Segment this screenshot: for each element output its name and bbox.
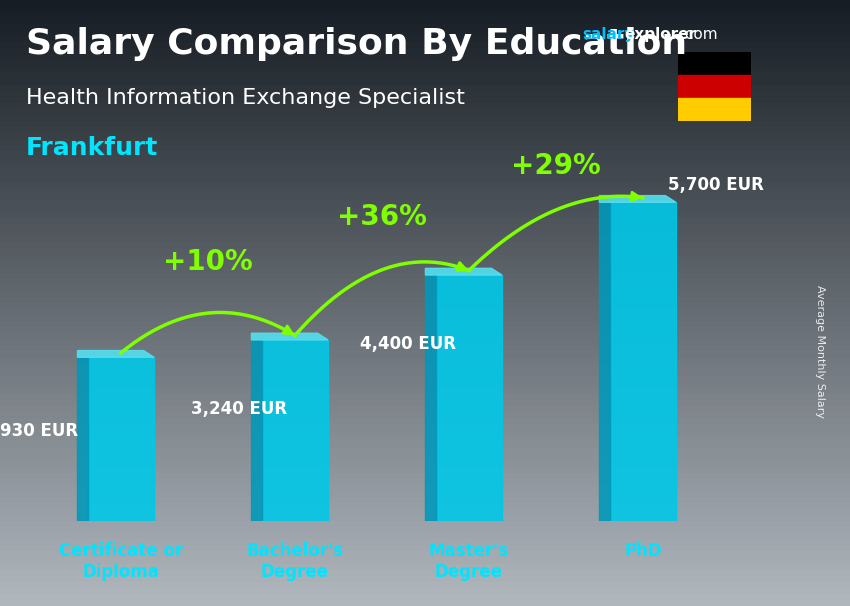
Text: explorer: explorer [625, 27, 697, 42]
Bar [599, 202, 609, 521]
Text: Certificate or
Diploma: Certificate or Diploma [59, 542, 183, 581]
Text: 5,700 EUR: 5,700 EUR [668, 176, 764, 194]
Polygon shape [77, 350, 154, 358]
Text: Bachelor's
Degree: Bachelor's Degree [246, 542, 343, 581]
Bar [77, 358, 88, 521]
Text: Salary Comparison By Education: Salary Comparison By Education [26, 27, 687, 61]
Bar [678, 98, 751, 121]
Bar [678, 52, 751, 75]
Text: .com: .com [680, 27, 717, 42]
Text: +36%: +36% [337, 203, 427, 231]
Polygon shape [599, 196, 676, 202]
Text: +29%: +29% [511, 152, 601, 180]
Text: 3,240 EUR: 3,240 EUR [191, 400, 287, 418]
Polygon shape [252, 333, 328, 340]
Bar [609, 202, 676, 521]
Text: PhD: PhD [624, 542, 661, 561]
Bar [262, 340, 328, 521]
Bar [425, 275, 436, 521]
Text: Frankfurt: Frankfurt [26, 136, 158, 161]
Bar [436, 275, 502, 521]
Text: 2,930 EUR: 2,930 EUR [0, 422, 78, 440]
Bar [252, 340, 262, 521]
Polygon shape [425, 268, 502, 275]
Text: Master's
Degree: Master's Degree [428, 542, 509, 581]
Text: Health Information Exchange Specialist: Health Information Exchange Specialist [26, 88, 464, 108]
Bar [678, 75, 751, 98]
Text: +10%: +10% [163, 248, 252, 276]
Text: 4,400 EUR: 4,400 EUR [360, 335, 456, 353]
Text: salary: salary [582, 27, 635, 42]
Text: Average Monthly Salary: Average Monthly Salary [815, 285, 825, 418]
Bar [88, 358, 154, 521]
